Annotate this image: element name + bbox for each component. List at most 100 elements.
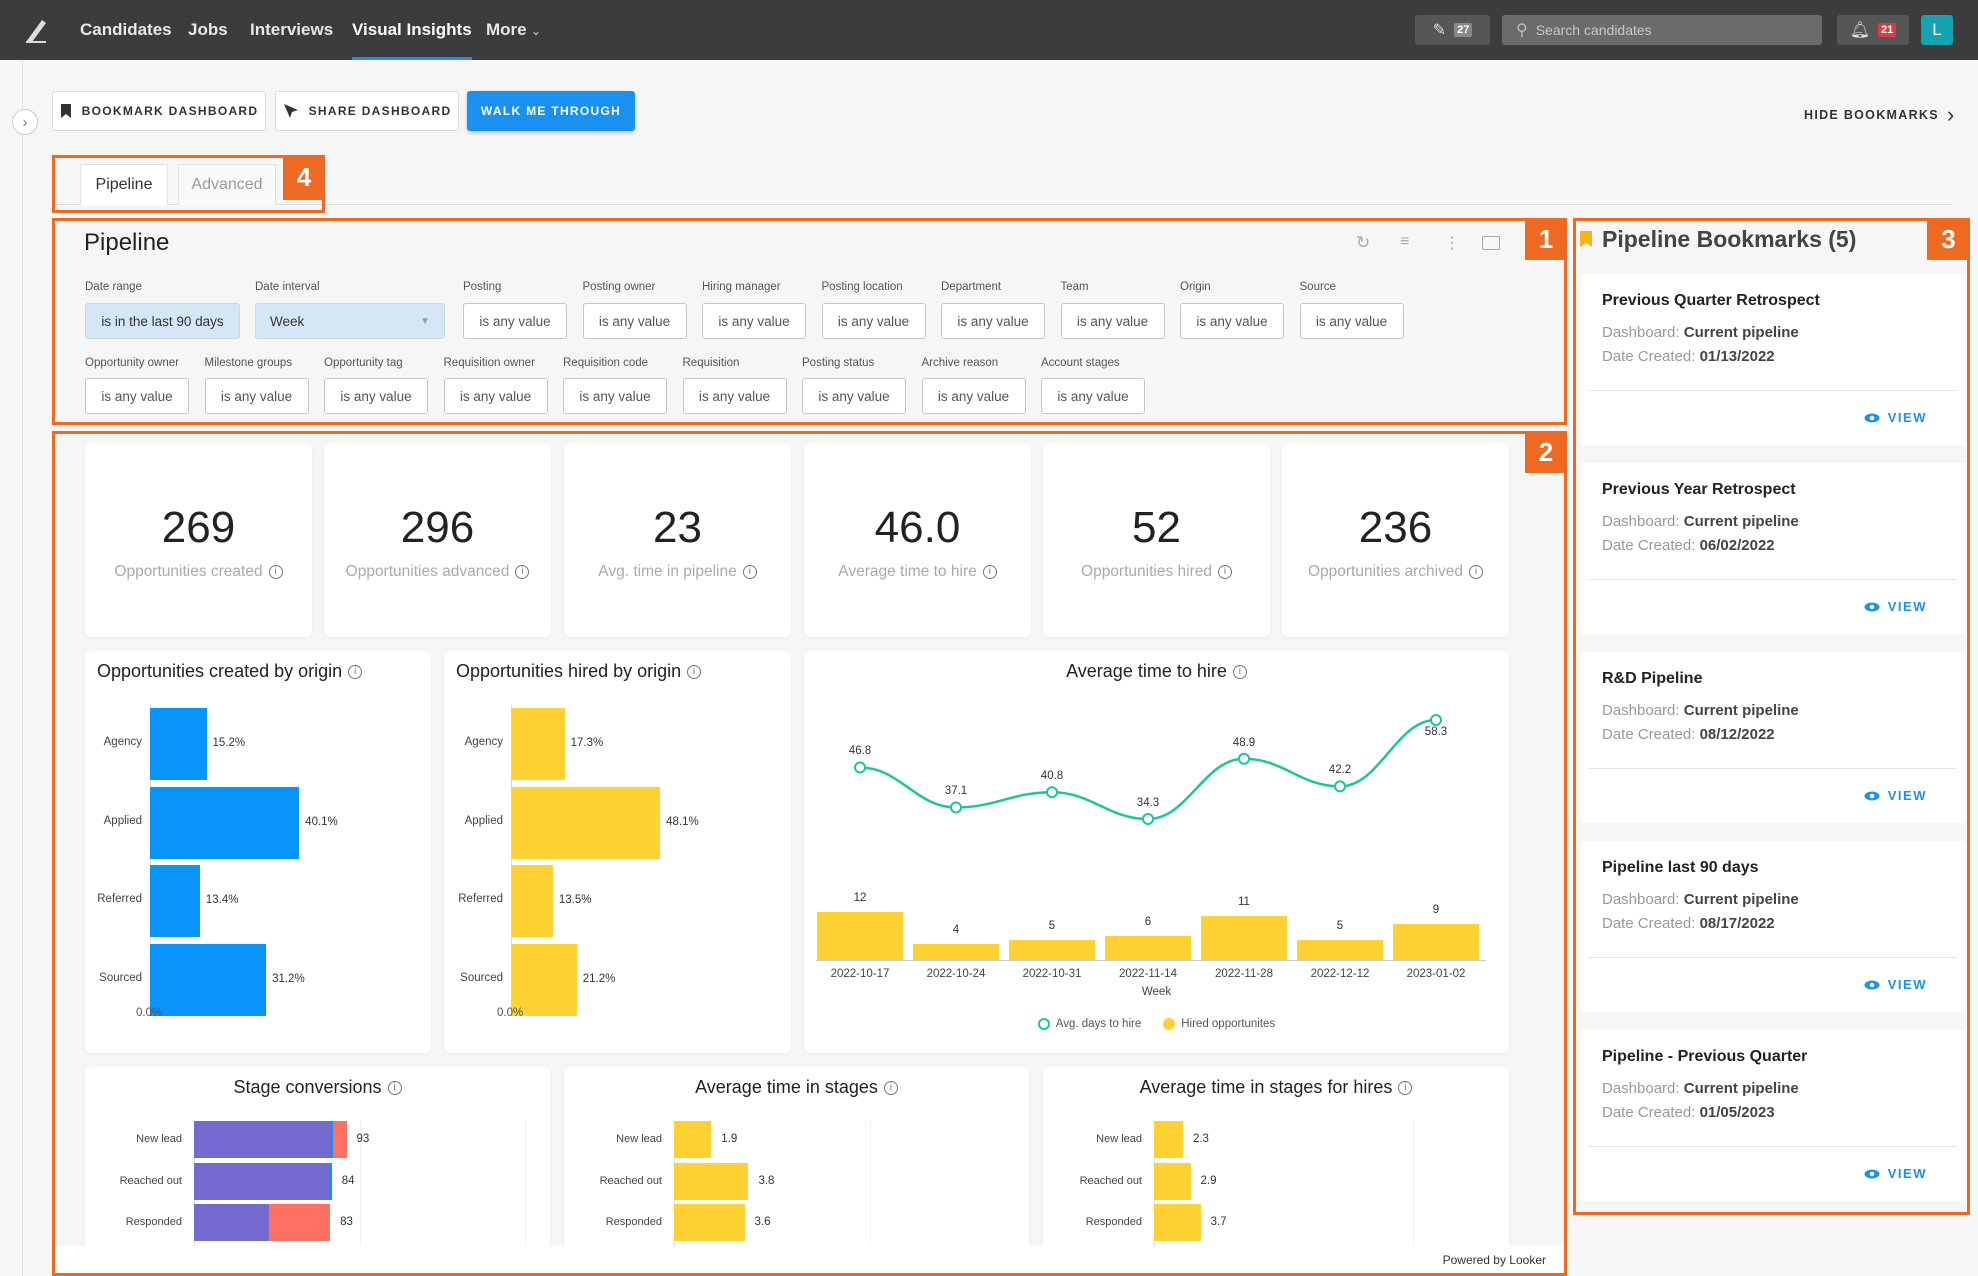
nav-visual-insights[interactable]: Visual Insights bbox=[352, 0, 472, 60]
search-input[interactable]: ⚲ Search candidates bbox=[1502, 15, 1822, 45]
filter-milestone-groups[interactable]: is any value bbox=[204, 378, 309, 414]
filter-opportunity-tag[interactable]: is any value bbox=[324, 378, 428, 414]
bar[interactable] bbox=[674, 1121, 712, 1158]
info-icon[interactable]: i bbox=[883, 1081, 898, 1096]
filter-archive-reason[interactable]: is any value bbox=[921, 378, 1026, 414]
folder-icon[interactable] bbox=[1482, 236, 1500, 250]
bar-segment[interactable] bbox=[332, 1121, 347, 1158]
bar[interactable] bbox=[913, 944, 999, 960]
filter-source[interactable]: is any value bbox=[1299, 303, 1404, 339]
filter-posting[interactable]: is any value bbox=[463, 303, 567, 339]
refresh-icon[interactable]: ↻ bbox=[1356, 233, 1371, 252]
bar[interactable] bbox=[674, 1162, 749, 1200]
view-bookmark-button[interactable]: VIEW bbox=[1864, 788, 1927, 803]
bar[interactable] bbox=[1154, 1162, 1191, 1200]
bar[interactable] bbox=[511, 786, 661, 859]
filter-team[interactable]: is any value bbox=[1060, 303, 1165, 339]
filter-posting-status[interactable]: is any value bbox=[802, 378, 906, 414]
bar[interactable] bbox=[511, 708, 565, 780]
bar-segment[interactable] bbox=[329, 1162, 332, 1200]
info-icon[interactable]: i bbox=[1469, 564, 1484, 579]
info-icon[interactable]: i bbox=[742, 564, 757, 579]
view-bookmark-button[interactable]: VIEW bbox=[1864, 410, 1927, 425]
view-bookmark-button[interactable]: VIEW bbox=[1864, 1166, 1927, 1181]
filter-icon[interactable]: ≡ bbox=[1400, 233, 1410, 250]
edit-button[interactable]: ✎ 27 bbox=[1415, 15, 1490, 45]
filter-origin[interactable]: is any value bbox=[1180, 303, 1284, 339]
view-bookmark-button[interactable]: VIEW bbox=[1864, 977, 1927, 992]
bar[interactable] bbox=[1201, 916, 1287, 960]
bar[interactable] bbox=[150, 786, 300, 859]
bar[interactable] bbox=[1105, 936, 1191, 960]
filter-date-range[interactable]: is in the last 90 days bbox=[85, 303, 240, 339]
hide-bookmarks-button[interactable]: HIDE BOOKMARKS › bbox=[1804, 102, 1956, 128]
filter-requisition[interactable]: is any value bbox=[682, 378, 787, 414]
bar[interactable] bbox=[1154, 1121, 1183, 1158]
bookmark-date: Date Created: 08/12/2022 bbox=[1602, 726, 1775, 743]
bar[interactable] bbox=[1154, 1204, 1201, 1241]
info-icon[interactable]: i bbox=[515, 564, 530, 579]
bar-segment[interactable] bbox=[194, 1121, 332, 1158]
bar-segment[interactable] bbox=[194, 1204, 269, 1241]
line-point[interactable] bbox=[1238, 752, 1250, 765]
bar[interactable] bbox=[150, 708, 207, 780]
filter-requisition-owner[interactable]: is any value bbox=[443, 378, 548, 414]
bar-segment[interactable] bbox=[268, 1204, 331, 1241]
bookmark-divider bbox=[1588, 768, 1957, 769]
filter-label: Posting status bbox=[802, 357, 875, 369]
line-point[interactable] bbox=[1430, 714, 1442, 726]
info-icon[interactable]: i bbox=[387, 1081, 402, 1096]
bar[interactable] bbox=[1297, 940, 1383, 960]
legend-item[interactable]: Hired opportunites bbox=[1163, 1018, 1275, 1030]
line-point[interactable] bbox=[1142, 813, 1154, 825]
expand-sidebar-chevron-icon[interactable]: › bbox=[12, 109, 38, 135]
line-point[interactable] bbox=[854, 761, 866, 774]
walk-me-through-button[interactable]: WALK ME THROUGH bbox=[467, 91, 635, 131]
bar[interactable] bbox=[817, 912, 903, 960]
filter-hiring-manager[interactable]: is any value bbox=[702, 303, 806, 339]
notifications-button[interactable]: 🔔︎ 21 bbox=[1837, 15, 1909, 45]
info-icon[interactable]: i bbox=[268, 564, 283, 579]
lever-logo-icon[interactable] bbox=[24, 16, 48, 44]
bar[interactable] bbox=[511, 943, 577, 1016]
line-point[interactable] bbox=[1334, 780, 1346, 793]
bar[interactable] bbox=[1393, 924, 1479, 960]
bar[interactable] bbox=[150, 865, 200, 937]
data-label: 17.3% bbox=[570, 737, 604, 749]
bar[interactable] bbox=[1009, 940, 1095, 960]
view-bookmark-button[interactable]: VIEW bbox=[1864, 599, 1927, 614]
legend-item[interactable]: Avg. days to hire bbox=[1037, 1018, 1141, 1030]
line-data-label: 34.3 bbox=[1136, 797, 1160, 809]
filter-posting-location[interactable]: is any value bbox=[821, 303, 926, 339]
line-point[interactable] bbox=[950, 801, 962, 814]
info-icon[interactable]: i bbox=[687, 665, 702, 680]
bookmark-dashboard-button[interactable]: BOOKMARK DASHBOARD bbox=[52, 91, 266, 131]
nav-jobs[interactable]: Jobs bbox=[188, 20, 228, 39]
info-icon[interactable]: i bbox=[1398, 1081, 1413, 1096]
filter-opportunity-owner[interactable]: is any value bbox=[85, 378, 189, 414]
bar-segment[interactable] bbox=[331, 1121, 333, 1158]
info-icon[interactable]: i bbox=[348, 665, 363, 680]
info-icon[interactable]: i bbox=[1217, 564, 1232, 579]
filter-requisition-code[interactable]: is any value bbox=[563, 378, 667, 414]
share-dashboard-button[interactable]: SHARE DASHBOARD bbox=[275, 91, 459, 131]
filter-posting-owner[interactable]: is any value bbox=[582, 303, 687, 339]
tab-advanced[interactable]: Advanced bbox=[178, 164, 276, 205]
line-point[interactable] bbox=[1046, 786, 1058, 799]
nav-interviews[interactable]: Interviews bbox=[250, 20, 334, 39]
info-icon[interactable]: i bbox=[1232, 665, 1247, 680]
bar[interactable] bbox=[150, 943, 267, 1016]
more-options-icon[interactable]: ⋮ bbox=[1444, 235, 1460, 252]
info-icon[interactable]: i bbox=[982, 564, 997, 579]
nav-candidates[interactable]: Candidates bbox=[80, 20, 172, 39]
avatar[interactable]: L bbox=[1921, 15, 1953, 45]
filter-account-stages[interactable]: is any value bbox=[1041, 378, 1145, 414]
tab-pipeline[interactable]: Pipeline bbox=[80, 164, 168, 205]
bar[interactable] bbox=[511, 865, 553, 937]
filter-department[interactable]: is any value bbox=[941, 303, 1045, 339]
annotation-label-1: 1 bbox=[1525, 218, 1567, 260]
nav-more[interactable]: More ⌄ bbox=[486, 0, 541, 60]
filter-date-interval[interactable]: Week ▼ bbox=[255, 303, 445, 339]
bar[interactable] bbox=[674, 1204, 745, 1241]
bar-segment[interactable] bbox=[194, 1162, 330, 1200]
